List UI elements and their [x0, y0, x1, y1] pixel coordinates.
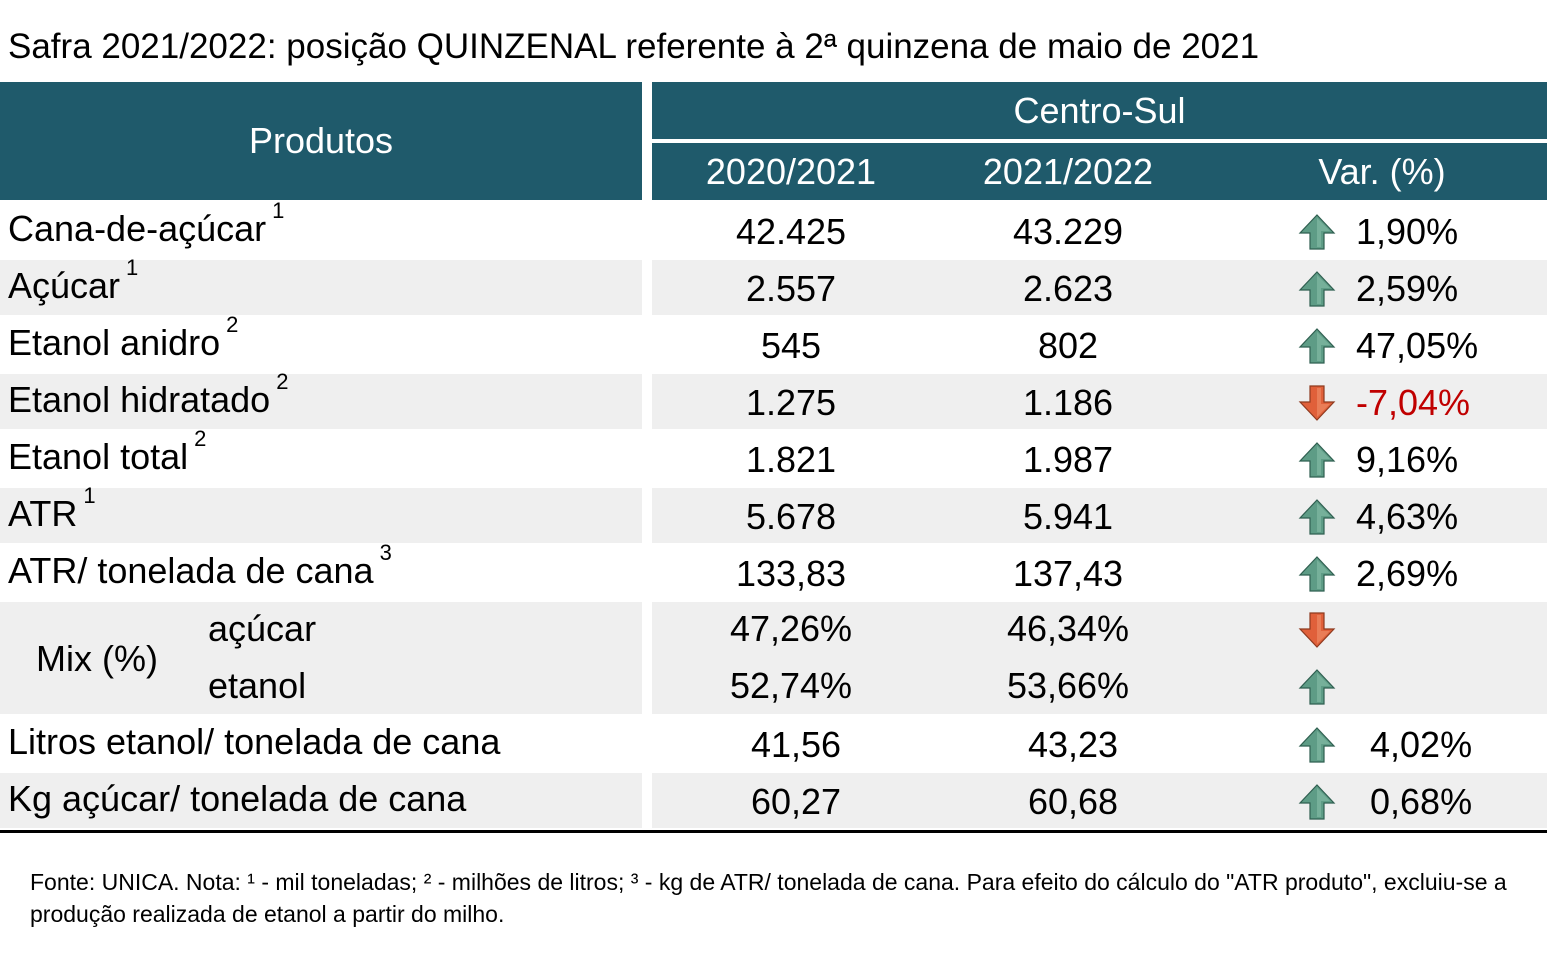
value-2020-2021: 60,27	[750, 781, 842, 822]
value-2021-2022: 2.623	[1022, 268, 1114, 309]
up-arrow-icon	[1297, 497, 1337, 537]
mix-etanol-2020-2021: 52,74%	[729, 665, 853, 706]
table-row-mix	[0, 602, 1547, 714]
header-col-curr: 2021/2022	[982, 151, 1154, 192]
table-row	[0, 488, 1547, 543]
table-row	[0, 773, 1547, 828]
value-2020-2021: 5.678	[745, 496, 837, 537]
header-produtos-label: Produtos	[248, 120, 394, 161]
mix-etanol-2021-2022: 53,66%	[1006, 665, 1130, 706]
footnote-marker: 1	[126, 255, 139, 280]
row-label-cell-bg	[0, 374, 642, 429]
value-2020-2021: 41,56	[750, 724, 842, 765]
row-label-cell-bg	[0, 602, 642, 714]
header-produtos: Produtos	[0, 82, 642, 200]
row-label-cell-bg	[0, 260, 642, 315]
up-arrow-icon	[1297, 440, 1337, 480]
value-variation: 9,16%	[1356, 439, 1459, 480]
page-title: Safra 2021/2022: posição QUINZENAL refer…	[8, 27, 1260, 66]
row-label-text: Etanol hidratado	[8, 379, 271, 420]
table-bottom-rule	[0, 830, 1547, 833]
row-label-text: Etanol anidro	[8, 322, 221, 363]
value-2020-2021: 1.275	[745, 382, 837, 423]
up-arrow-icon	[1297, 725, 1337, 765]
value-2021-2022: 5.941	[1022, 496, 1114, 537]
mix-etanol-label: etanol	[208, 665, 307, 706]
value-variation: 4,02%	[1370, 724, 1473, 765]
row-label: Etanol anidro 2	[8, 312, 239, 371]
row-label: Kg açúcar/ tonelada de cana	[8, 770, 466, 827]
row-label-text: ATR/ tonelada de cana	[8, 550, 374, 591]
row-label: ATR 1	[8, 483, 96, 542]
value-2020-2021: 545	[760, 325, 822, 366]
value-2020-2021: 133,83	[735, 553, 847, 594]
footnote-marker: 2	[276, 369, 289, 394]
down-arrow-icon	[1297, 383, 1337, 423]
footnote-marker: 2	[194, 426, 207, 451]
value-variation: 4,63%	[1356, 496, 1459, 537]
header-col-prev: 2020/2021	[705, 151, 877, 192]
value-2021-2022: 43,23	[1027, 724, 1119, 765]
header-region: Centro-Sul	[652, 82, 1547, 139]
row-label: Etanol total 2	[8, 426, 207, 485]
row-label-text: Açúcar	[8, 265, 121, 306]
footnote: Fonte: UNICA. Nota: ¹ - mil toneladas; ²…	[30, 869, 1507, 927]
footnote-marker: 1	[272, 198, 285, 223]
value-2021-2022: 1.186	[1022, 382, 1114, 423]
row-label-text: Cana-de-açúcar	[8, 208, 267, 249]
footnote-marker: 2	[226, 312, 239, 337]
row-label: Etanol hidratado 2	[8, 369, 289, 428]
row-label: Cana-de-açúcar 1	[8, 198, 285, 257]
value-2020-2021: 42.425	[735, 211, 847, 252]
up-arrow-icon	[1297, 326, 1337, 366]
table-row	[0, 374, 1547, 429]
row-label: ATR/ tonelada de cana 3	[8, 540, 392, 599]
footnote-marker: 1	[83, 483, 96, 508]
value-2021-2022: 802	[1037, 325, 1099, 366]
row-label-cell-bg	[0, 773, 642, 828]
value-variation: -7,04%	[1356, 382, 1471, 423]
value-2021-2022: 43.229	[1012, 211, 1124, 252]
row-label: Litros etanol/ tonelada de cana	[8, 713, 500, 770]
up-arrow-icon	[1297, 212, 1337, 252]
row-label-text: Kg açúcar/ tonelada de cana	[8, 778, 467, 819]
table-row	[0, 260, 1547, 315]
row-label-text: ATR	[8, 493, 78, 534]
mix-acucar-2021-2022: 46,34%	[1006, 608, 1130, 649]
up-arrow-icon	[1297, 782, 1337, 822]
mix-acucar-label: açúcar	[208, 608, 317, 649]
row-values-cell-bg	[652, 773, 1547, 828]
value-2020-2021: 2.557	[745, 268, 837, 309]
row-values-cell-bg	[652, 260, 1547, 315]
header-region-label: Centro-Sul	[1013, 89, 1186, 131]
value-2021-2022: 137,43	[1012, 553, 1124, 594]
value-variation: 47,05%	[1356, 325, 1479, 366]
row-values-cell-bg	[652, 374, 1547, 429]
value-2020-2021: 1.821	[745, 439, 837, 480]
value-variation: 2,59%	[1356, 268, 1459, 309]
header-columns	[652, 143, 1547, 200]
mix-acucar-2020-2021: 47,26%	[729, 608, 853, 649]
value-variation: 1,90%	[1356, 211, 1459, 252]
down-arrow-icon	[1297, 610, 1337, 650]
value-variation: 0,68%	[1370, 781, 1473, 822]
header-divider	[652, 139, 1547, 143]
row-label-text: Etanol total	[8, 436, 189, 477]
row-label-cell-bg	[0, 488, 642, 543]
header-col-var: Var. (%)	[1318, 151, 1446, 192]
mix-label: Mix (%)	[36, 638, 158, 679]
footnote-marker: 3	[379, 540, 392, 565]
value-variation: 2,69%	[1356, 553, 1459, 594]
row-label: Açúcar 1	[8, 255, 139, 314]
up-arrow-icon	[1297, 554, 1337, 594]
row-label-text: Litros etanol/ tonelada de cana	[8, 721, 501, 762]
value-2021-2022: 60,68	[1027, 781, 1119, 822]
up-arrow-icon	[1297, 667, 1337, 707]
row-values-cell-bg	[652, 602, 1547, 714]
value-2021-2022: 1.987	[1022, 439, 1114, 480]
up-arrow-icon	[1297, 269, 1337, 309]
row-values-cell-bg	[652, 488, 1547, 543]
